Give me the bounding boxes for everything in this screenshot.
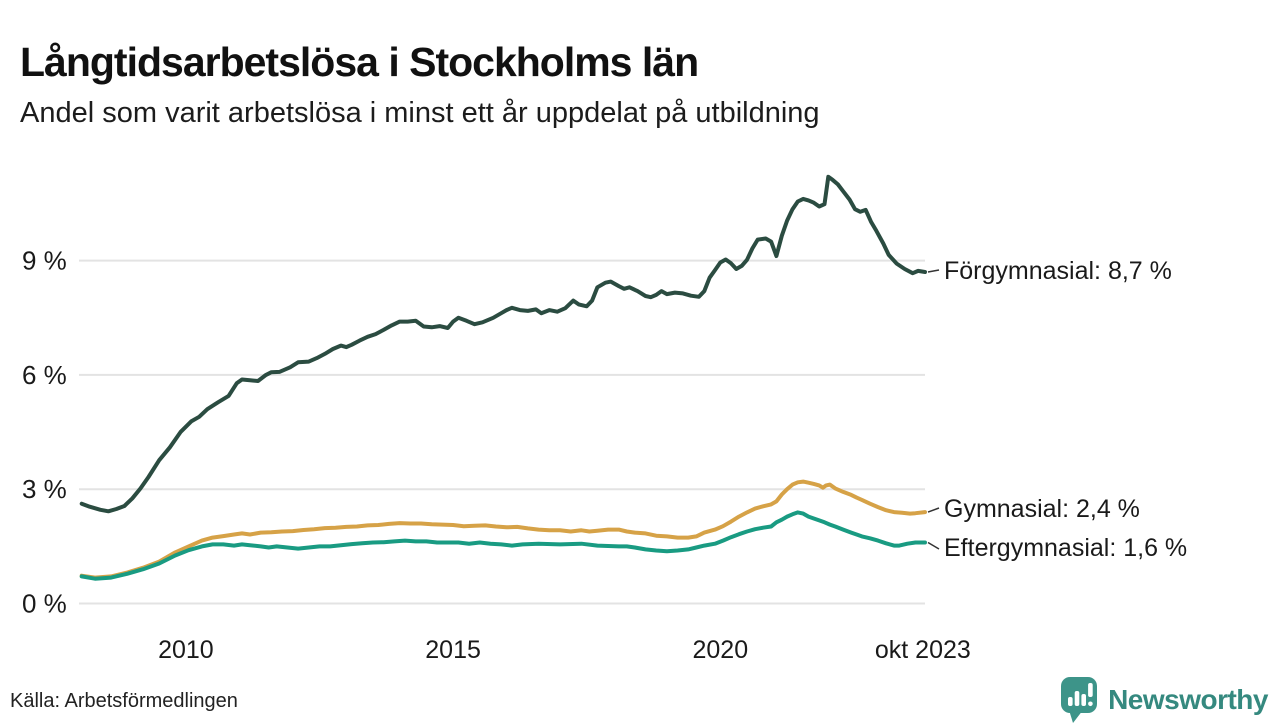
- series-end-label-gymnasial: Gymnasial: 2,4 %: [944, 495, 1140, 523]
- chart-title: Långtidsarbetslösa i Stockholms län: [20, 39, 699, 86]
- source-note: Källa: Arbetsförmedlingen: [10, 690, 238, 712]
- x-tick-label: 2015: [425, 636, 481, 664]
- y-tick-label: 0 %: [22, 589, 67, 619]
- y-tick-label: 6 %: [22, 360, 67, 390]
- newsworthy-wordmark: Newsworthy: [1108, 684, 1268, 715]
- y-tick-label: 9 %: [22, 246, 67, 276]
- x-tick-label: okt 2023: [875, 636, 971, 664]
- newsworthy-pin-barchart-icon: [1061, 677, 1098, 723]
- series-line-gymnasial: [79, 479, 927, 580]
- x-tick-label: 2020: [693, 636, 749, 664]
- chart-subtitle: Andel som varit arbetslösa i minst ett å…: [20, 97, 820, 129]
- end-label-connector: [927, 541, 940, 550]
- y-tick-label: 3 %: [22, 474, 67, 504]
- end-label-connector: [927, 269, 940, 273]
- newsworthy-logo[interactable]: Newsworthy: [1060, 676, 1268, 724]
- series-end-label-forgymnasial: Förgymnasial: 8,7 %: [944, 257, 1172, 285]
- x-tick-label: 2010: [158, 636, 214, 664]
- series-line-eftergymnasial: [79, 510, 927, 581]
- series-line-forgymnasial: [79, 174, 927, 514]
- end-label-connector: [927, 507, 940, 513]
- series-end-label-eftergymnasial: Eftergymnasial: 1,6 %: [944, 534, 1188, 562]
